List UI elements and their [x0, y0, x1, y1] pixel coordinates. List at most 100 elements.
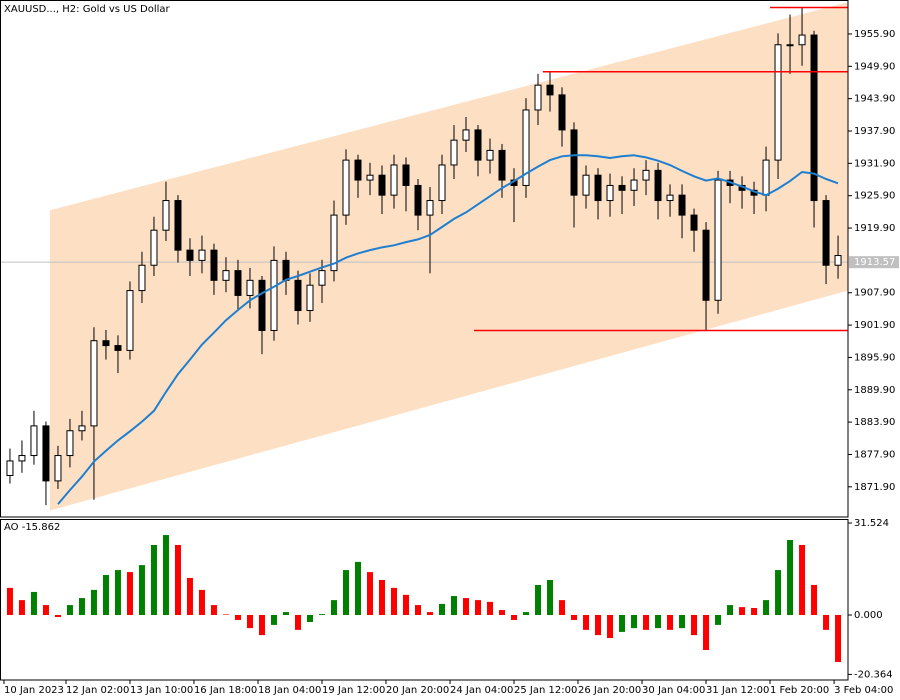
candle-body — [426, 200, 434, 216]
candle-body — [474, 129, 482, 161]
ao-bar — [222, 614, 229, 615]
ao-bar — [294, 614, 301, 630]
x-tick-label: 13 Jan 10:00 — [130, 685, 193, 696]
x-tick-label: 25 Jan 12:00 — [514, 685, 577, 696]
x-tick-label: 26 Jan 20:00 — [578, 685, 641, 696]
x-tick-label: 24 Jan 04:00 — [450, 685, 513, 696]
y-tick-label: 1937.90 — [854, 126, 895, 137]
ao-bar — [18, 600, 25, 615]
candle-body — [618, 184, 626, 191]
candle-body — [582, 174, 590, 196]
ao-bar — [703, 614, 710, 651]
candle-body — [414, 184, 422, 216]
current-price-box — [849, 256, 899, 269]
ao-bar — [535, 584, 542, 615]
ao-bar — [631, 614, 638, 629]
candle-body — [522, 109, 530, 186]
ao-bar — [390, 587, 397, 615]
x-tick-label: 30 Jan 04:00 — [642, 685, 705, 696]
channel — [49, 2, 849, 511]
candle-body — [534, 84, 542, 111]
panel-frame — [0, 519, 849, 681]
candle-body — [546, 84, 554, 96]
x-tick-label: 31 Jan 12:00 — [706, 685, 769, 696]
candle-body — [378, 174, 386, 196]
ao-bar — [198, 589, 205, 615]
candle-body — [678, 194, 686, 216]
candle-body — [702, 229, 710, 301]
candle-body — [822, 200, 830, 266]
ao-bar — [607, 614, 614, 639]
candle-body — [810, 34, 818, 202]
ao-bar — [54, 614, 61, 618]
candle-body — [234, 270, 242, 296]
ao-bar — [66, 605, 73, 615]
y-tick-label: 1925.90 — [854, 191, 895, 202]
ao-bar — [186, 577, 193, 615]
ao-bar — [655, 614, 662, 629]
ao-bar — [523, 612, 530, 615]
y-tick-label: 1877.90 — [854, 449, 895, 460]
candle-body — [390, 164, 398, 196]
candle-body — [330, 214, 338, 272]
candle-body — [126, 290, 134, 351]
candle-body — [138, 264, 146, 292]
ao-bar — [282, 612, 289, 615]
y-tick-label: 1919.90 — [854, 223, 895, 234]
chart-title: XAUUSD..., H2: Gold vs US Dollar — [4, 4, 171, 15]
ao-bar — [78, 598, 85, 615]
candle-body — [18, 455, 26, 462]
ao-bar — [439, 603, 446, 615]
candle-body — [102, 340, 110, 347]
candle-body — [558, 94, 566, 131]
candle-body — [66, 430, 74, 457]
ao-bar — [763, 600, 770, 615]
y-tick-label: 0.000 — [854, 610, 883, 621]
ao-bar — [402, 594, 409, 615]
ao-bar — [463, 598, 470, 615]
ao-bar — [378, 579, 385, 615]
candle-body — [630, 179, 638, 191]
ao-bar — [559, 600, 566, 615]
y-tick-label: 1883.90 — [854, 417, 895, 428]
candle-body — [354, 159, 362, 181]
y-tick-label: 1895.90 — [854, 352, 895, 363]
ao-bar — [799, 544, 806, 615]
candle-body — [258, 279, 266, 331]
ao-bar — [330, 600, 337, 615]
current-price-label: 1913.57 — [854, 257, 895, 268]
x-tick-label: 3 Feb 04:00 — [834, 685, 893, 696]
ao-bar — [487, 601, 494, 615]
candle-body — [54, 455, 62, 482]
ao-bar — [162, 535, 169, 615]
candle-body — [174, 200, 182, 251]
candle-body — [402, 164, 410, 186]
candle-body — [222, 270, 230, 281]
ao-bar — [126, 572, 133, 615]
ao-bar — [619, 614, 626, 632]
y-tick-label: 1931.90 — [854, 158, 895, 169]
ao-bar — [210, 605, 217, 615]
ao-bar — [583, 614, 590, 630]
candle-body — [270, 259, 278, 331]
ao-bar — [246, 614, 253, 629]
candle-body — [78, 425, 86, 432]
x-tick-label: 12 Jan 02:00 — [66, 685, 129, 696]
candle-body — [366, 174, 374, 181]
ao-bar — [751, 607, 758, 615]
x-tick-label: 18 Jan 04:00 — [258, 685, 321, 696]
ao-bar — [511, 614, 518, 620]
ao-bar — [138, 565, 145, 615]
candle-body — [642, 169, 650, 181]
candle-body — [498, 149, 506, 181]
candle-body — [186, 249, 194, 261]
ao-bar — [306, 614, 313, 622]
candle-body — [114, 345, 122, 351]
x-tick-label: 20 Jan 20:00 — [386, 685, 449, 696]
candle-body — [594, 174, 602, 202]
ao-bar — [342, 570, 349, 615]
y-tick-label: 1943.90 — [854, 94, 895, 105]
candle-body — [798, 34, 806, 46]
y-tick-label: 1871.90 — [854, 482, 895, 493]
